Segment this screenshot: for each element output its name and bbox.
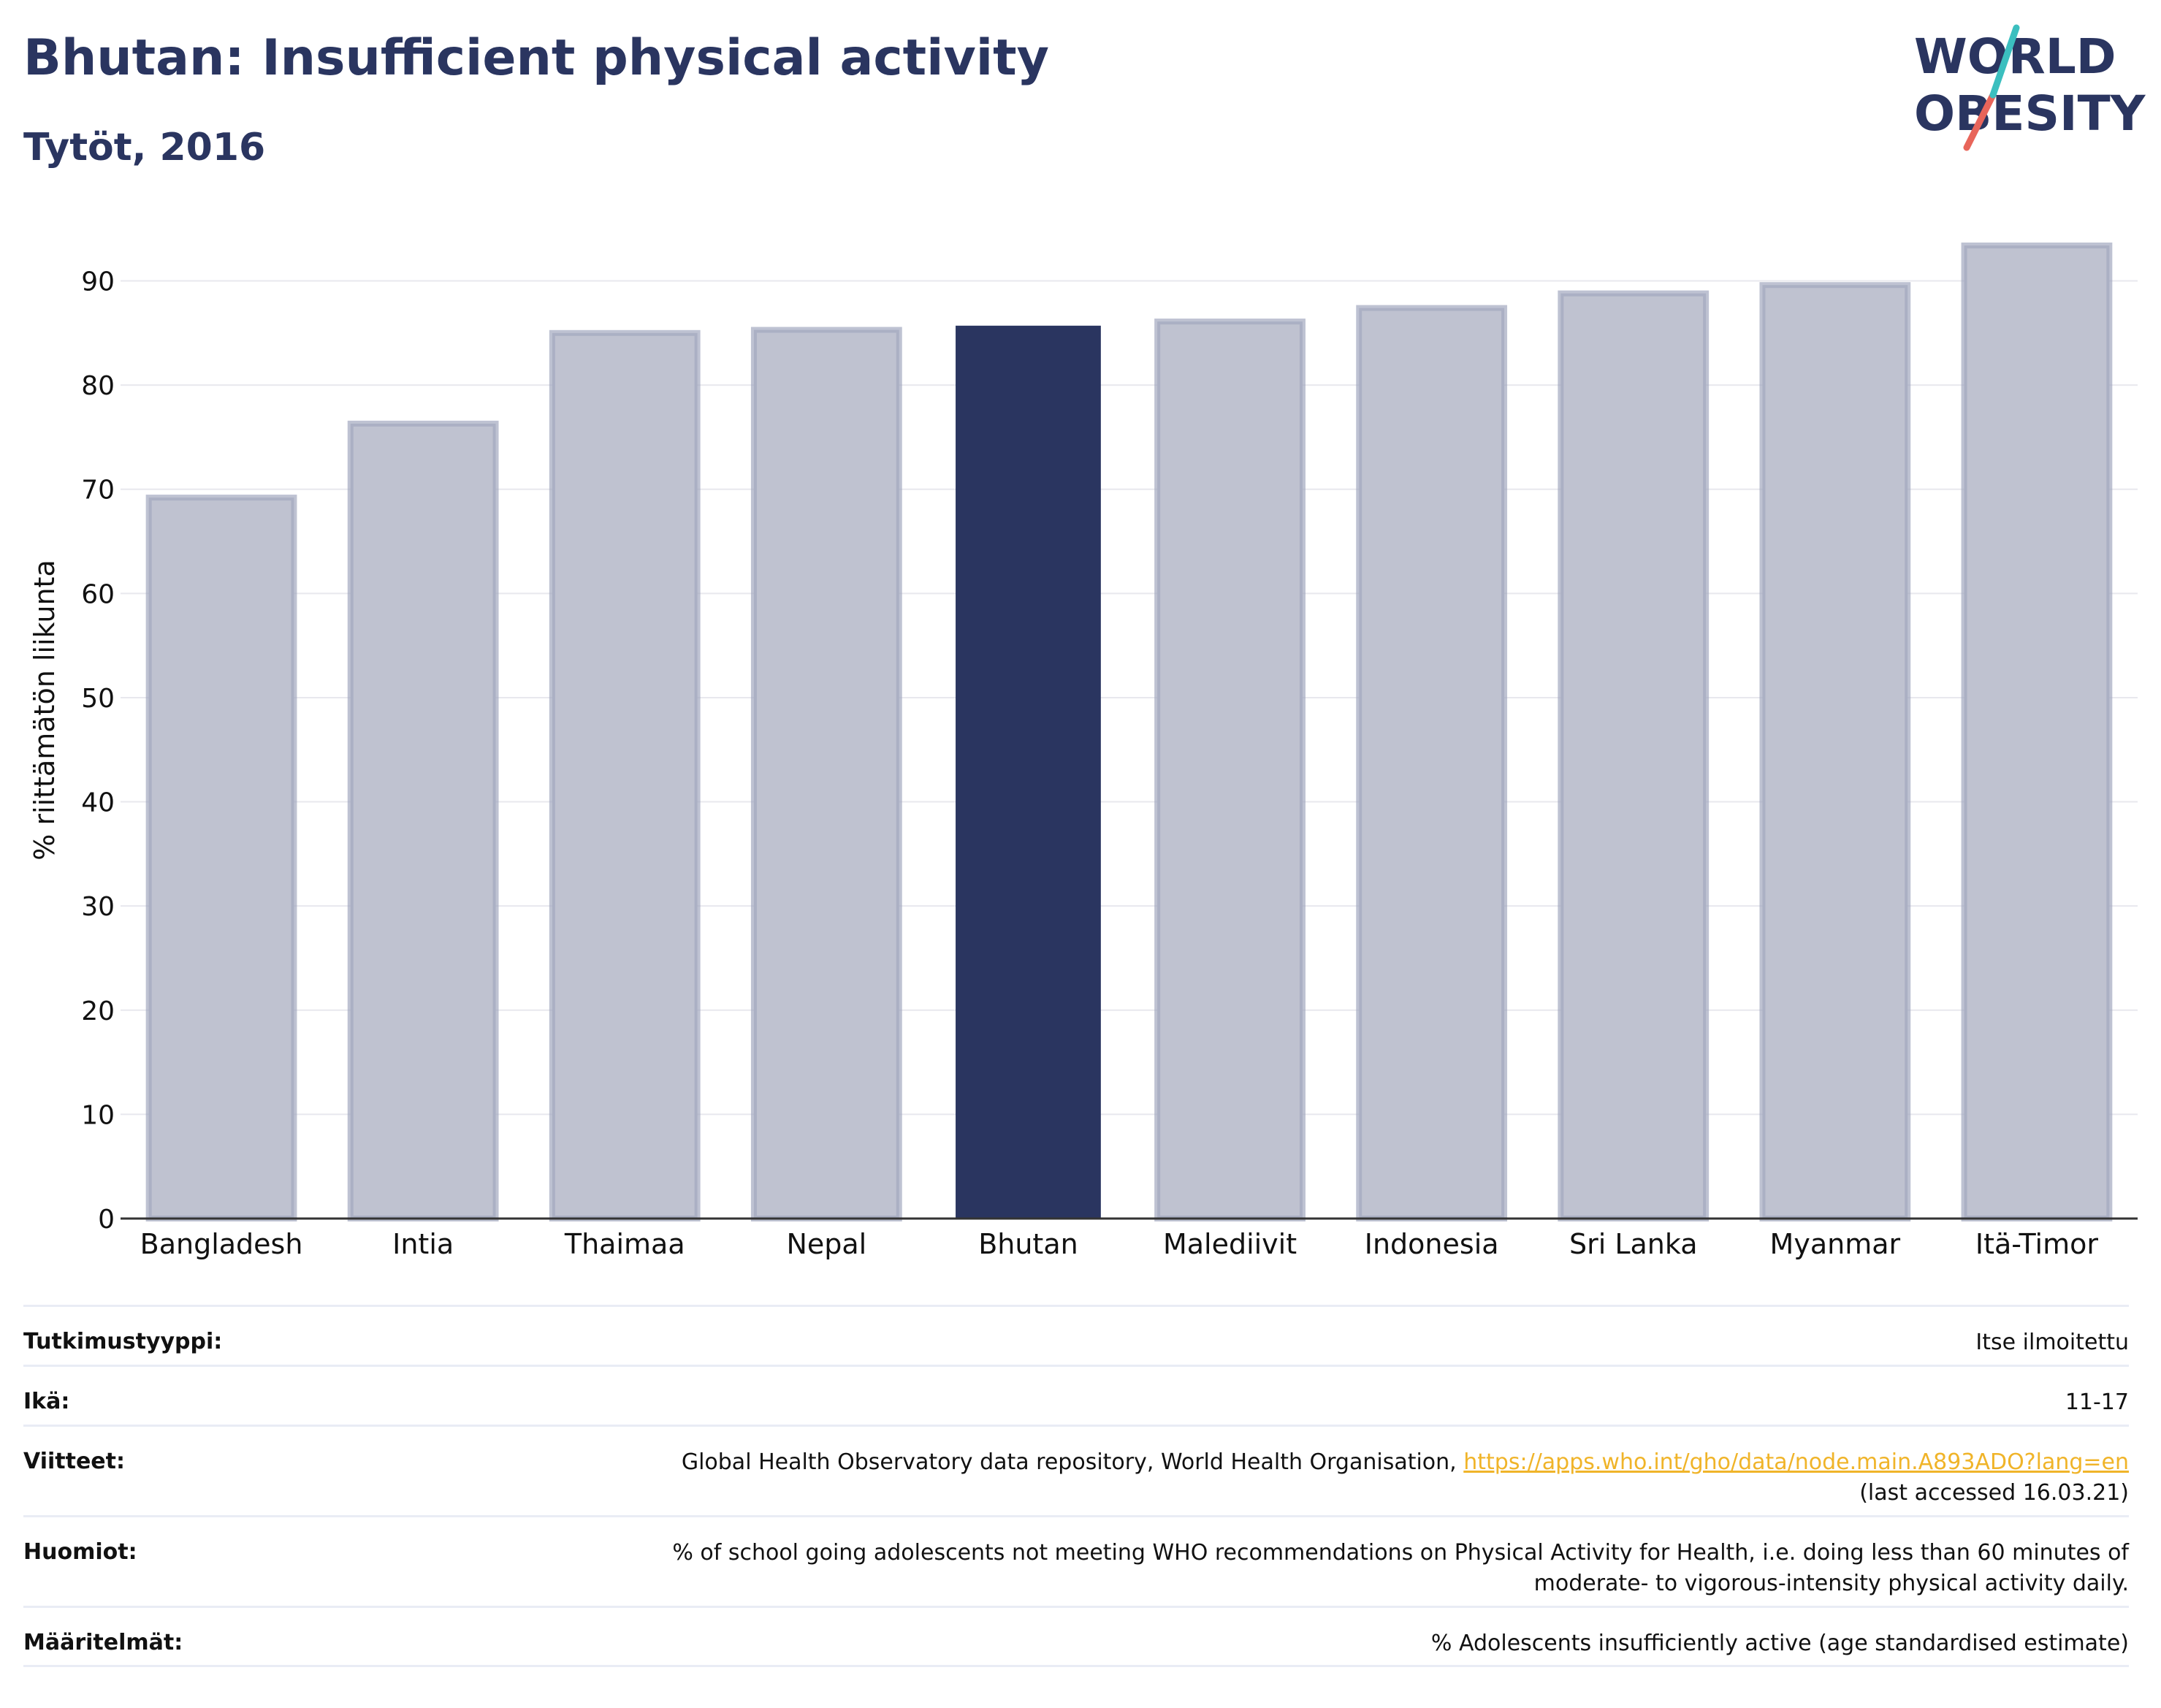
bar-sri-lanka [1558,290,1710,1222]
y-tick-label: 70 [81,476,115,506]
age-value: 11-17 [2065,1389,2129,1415]
bar-indonesia [1356,305,1508,1221]
x-tick-label: Sri Lanka [1569,1228,1698,1260]
y-tick-label: 40 [81,788,115,818]
y-tick-label: 60 [81,579,115,609]
notes-label: Huomiot: [23,1539,137,1565]
bar-itä-timor [1961,243,2113,1221]
notes-line2: moderate- to vigorous-intensity physical… [1533,1571,2129,1596]
references-text: Global Health Observatory data repositor… [681,1449,1457,1475]
x-tick-label: Intia [392,1228,454,1260]
info-row-references: Viitteet: Global Health Observatory data… [23,1425,2129,1515]
y-axis-label: % riittämätön liikunta [28,560,61,861]
info-row-age: Ikä: 11-17 [23,1365,2129,1425]
bar-malediivit [1154,319,1306,1222]
y-tick-label: 10 [81,1100,115,1130]
y-tick-label: 50 [81,684,115,714]
x-tick-label: Itä-Timor [1975,1228,2098,1260]
study-type-label: Tutkimustyyppi: [23,1329,223,1354]
y-tick-label: 0 [98,1205,115,1235]
age-label: Ikä: [23,1389,70,1414]
bar-bhutan [956,325,1101,1219]
page-title: Bhutan: Insufficient physical activity [23,29,1049,87]
world-obesity-logo: WORLD OBESITY [1914,24,2146,151]
x-tick-label: Indonesia [1365,1228,1499,1260]
references-value: Global Health Observatory data repositor… [682,1447,2129,1509]
x-tick-label: Nepal [786,1228,866,1260]
bar-thaimaa [549,329,701,1221]
x-tick-label: Malediivit [1163,1228,1297,1260]
references-link[interactable]: https://apps.who.int/gho/data/node.main.… [1463,1449,2129,1475]
references-accessed: (last accessed 16.03.21) [1859,1480,2129,1506]
info-row-definitions: Määritelmät: % Adolescents insufficientl… [23,1606,2129,1667]
study-type-value: Itse ilmoitettu [1975,1330,2129,1355]
y-tick-label: 90 [81,267,115,297]
info-row-notes: Huomiot: % of school going adolescents n… [23,1515,2129,1606]
definitions-label: Määritelmät: [23,1630,183,1655]
page-subtitle: Tytöt, 2016 [23,126,266,169]
notes-line1: % of school going adolescents not meetin… [672,1540,2129,1566]
info-table: Tutkimustyyppi: Itse ilmoitettu Ikä: 11-… [23,1305,2129,1667]
y-tick-label: 30 [81,892,115,922]
bar-intia [347,420,499,1222]
info-row-study-type: Tutkimustyyppi: Itse ilmoitettu [23,1305,2129,1365]
x-tick-label: Bhutan [978,1228,1078,1260]
notes-value: % of school going adolescents not meetin… [672,1538,2129,1599]
x-tick-label: Bangladesh [140,1228,303,1260]
y-tick-label: 80 [81,371,115,401]
definitions-value: % Adolescents insufficiently active (age… [1430,1631,2129,1656]
bar-chart: 0 10 20 30 40 50 60 70 80 90 Bangladesh Intia Thaima… [28,243,2138,1260]
references-label: Viitteet: [23,1449,125,1474]
bar-nepal [750,327,902,1221]
svg-text:OBESITY: OBESITY [1914,85,2146,142]
x-tick-label: Myanmar [1770,1228,1901,1260]
y-tick-label: 20 [81,996,115,1026]
bar-bangladesh [145,495,297,1221]
bar-myanmar [1759,282,1911,1221]
x-tick-label: Thaimaa [564,1228,685,1260]
